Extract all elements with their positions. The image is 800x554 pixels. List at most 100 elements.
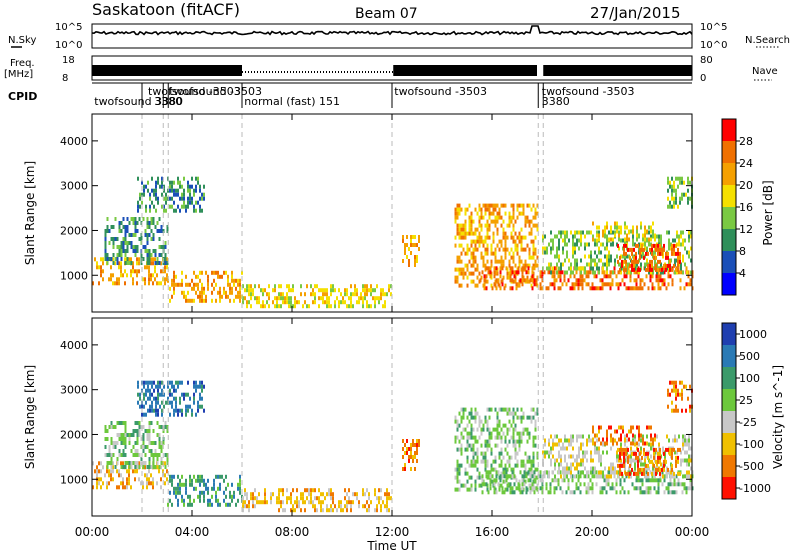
data-cell xyxy=(468,487,471,492)
data-cell xyxy=(458,243,461,248)
data-cell xyxy=(668,246,670,251)
data-cell xyxy=(544,470,546,475)
data-cell xyxy=(350,500,352,505)
data-cell xyxy=(542,234,544,239)
data-cell xyxy=(100,469,102,474)
data-cell xyxy=(454,475,457,480)
data-cell xyxy=(478,419,481,424)
data-cell xyxy=(191,286,193,291)
data-cell xyxy=(501,282,504,287)
data-cell xyxy=(152,453,155,457)
data-cell xyxy=(390,284,392,289)
data-cell xyxy=(472,443,475,448)
data-cell xyxy=(146,465,149,469)
data-cell xyxy=(616,450,618,455)
data-cell xyxy=(629,255,631,260)
data-cell xyxy=(102,465,104,470)
data-cell xyxy=(235,278,237,283)
data-cell xyxy=(470,251,473,256)
data-cell xyxy=(242,496,244,501)
data-cell xyxy=(155,196,157,201)
data-cell xyxy=(663,490,666,495)
data-cell xyxy=(613,486,616,491)
data-cell xyxy=(156,221,159,225)
data-cell xyxy=(416,451,418,455)
data-cell xyxy=(509,474,512,479)
data-cell xyxy=(223,498,225,503)
data-cell xyxy=(498,463,501,468)
data-cell xyxy=(302,304,304,309)
data-cell xyxy=(474,243,477,248)
data-cell xyxy=(160,461,163,465)
data-cell xyxy=(518,415,521,420)
colorbar-tick-label: -100 xyxy=(739,438,764,451)
data-cell xyxy=(476,227,479,232)
data-cell xyxy=(167,502,169,507)
data-cell xyxy=(612,437,614,442)
data-cell xyxy=(199,188,201,193)
data-cell xyxy=(659,286,662,291)
data-cell xyxy=(171,278,173,283)
data-cell xyxy=(145,208,147,213)
data-cell xyxy=(147,380,149,385)
data-cell xyxy=(554,458,556,463)
data-cell xyxy=(667,392,669,397)
data-cell xyxy=(288,304,290,309)
data-cell xyxy=(534,223,537,228)
data-cell xyxy=(648,225,650,230)
data-cell xyxy=(118,485,120,490)
data-cell xyxy=(476,239,479,244)
data-cell xyxy=(472,279,475,284)
data-cell xyxy=(126,217,129,221)
data-cell xyxy=(677,255,679,260)
data-cell xyxy=(164,473,166,478)
data-cell xyxy=(185,490,187,495)
data-cell xyxy=(173,208,175,213)
data-cell xyxy=(586,438,588,443)
data-cell xyxy=(104,429,107,433)
data-cell xyxy=(136,421,139,425)
data-cell xyxy=(559,286,562,291)
data-cell xyxy=(169,474,171,479)
data-cell xyxy=(514,447,517,452)
data-cell xyxy=(191,482,193,487)
data-cell xyxy=(124,485,126,490)
data-cell xyxy=(179,282,181,287)
data-cell xyxy=(250,288,252,293)
data-cell xyxy=(160,477,162,482)
data-cell xyxy=(510,235,513,240)
data-cell xyxy=(195,176,197,181)
data-cell xyxy=(522,263,525,268)
data-cell xyxy=(382,288,384,293)
data-cell xyxy=(511,278,514,283)
data-cell xyxy=(670,474,672,479)
data-cell xyxy=(564,258,566,263)
data-cell xyxy=(529,478,532,483)
data-cell xyxy=(570,470,572,475)
data-cell xyxy=(595,274,598,279)
data-cell xyxy=(456,215,459,220)
data-cell xyxy=(679,286,682,291)
data-cell xyxy=(590,466,592,471)
data-cell xyxy=(128,441,131,445)
data-cell xyxy=(195,200,197,205)
data-cell xyxy=(521,270,524,275)
data-cell xyxy=(282,508,284,513)
data-cell xyxy=(650,425,652,430)
data-cell xyxy=(552,446,554,451)
data-cell xyxy=(516,235,519,240)
data-cell xyxy=(588,242,590,247)
data-cell xyxy=(460,447,463,452)
data-cell xyxy=(142,441,145,445)
data-cell xyxy=(479,278,482,283)
data-cell xyxy=(524,451,527,456)
data-cell xyxy=(154,453,157,457)
data-cell xyxy=(158,437,161,441)
data-cell xyxy=(292,508,294,513)
data-cell xyxy=(634,438,636,443)
data-cell xyxy=(515,486,518,491)
data-cell xyxy=(651,282,654,287)
data-cell xyxy=(116,281,118,286)
data-cell xyxy=(118,473,120,478)
